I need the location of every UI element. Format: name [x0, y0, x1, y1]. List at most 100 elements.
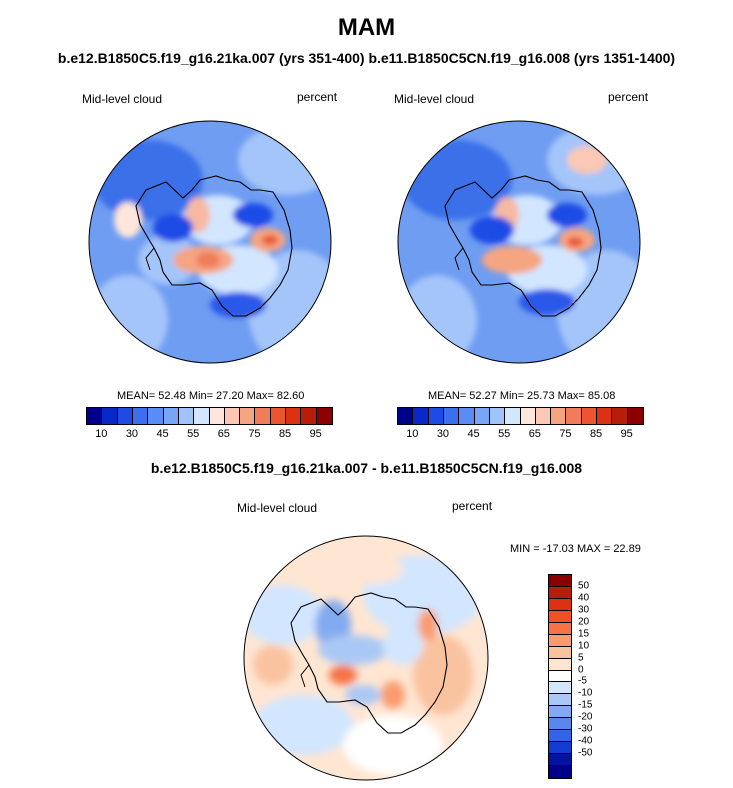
panel-2-colorbar-bin — [474, 408, 490, 424]
panel-1-colorbar-tick-label: 30 — [125, 428, 139, 440]
panel-1-colorbar-tick-label: 55 — [187, 428, 200, 440]
panel-1-colorbar-bin — [316, 408, 332, 424]
panel-1-variable-label: Mid-level cloud — [82, 92, 163, 106]
panel-2-colorbar-tick-label: 85 — [589, 428, 603, 440]
diff-colorbar-tick-label: 20 — [578, 616, 590, 628]
diff-colorbar-tick-label: -30 — [578, 723, 593, 735]
diff-colorbar-tick-label: -50 — [578, 747, 593, 759]
panel-2-units-label: percent — [608, 90, 649, 104]
panel-2-colorbar-bin — [459, 408, 475, 424]
panel-2-colorbar-ticks: 10 30 45 55 65 75 85 95 — [397, 428, 642, 442]
panel-1-colorbar-bin — [194, 408, 210, 424]
panel-2-colorbar-bin — [612, 408, 628, 424]
diff-colorbar-bin — [549, 622, 571, 635]
diff-colorbar-bin — [549, 586, 571, 599]
diff-colorbar-tick-label: 50 — [578, 580, 590, 592]
diff-colorbar-bin — [549, 575, 571, 587]
diff-colorbar-bin — [549, 658, 571, 671]
panel-1-colorbar-bin — [87, 408, 103, 424]
panel-1-colorbar-bin — [270, 408, 287, 424]
panel-1-colorbar-tick-label: 10 — [95, 428, 108, 440]
diff-colorbar-bin — [549, 682, 571, 695]
panel-2-colorbar-bin — [597, 408, 613, 424]
main-title: MAM — [337, 14, 396, 41]
panel-1-colorbar-tick-label: 45 — [156, 428, 169, 440]
diff-colorbar-bin — [549, 610, 571, 623]
diff-colorbar-tick-label: 15 — [578, 628, 590, 640]
panel-2-colorbar-bin — [443, 408, 460, 424]
diff-units-label: percent — [452, 499, 493, 513]
diff-colorbar-bin — [549, 742, 571, 755]
panel-2-colorbar — [397, 407, 644, 425]
panel-1-colorbar-bin — [301, 408, 317, 424]
diff-colorbar-bin — [549, 766, 571, 778]
panel-1-colorbar-bin — [132, 408, 149, 424]
panel-2-stats: MEAN= 52.27 Min= 25.73 Max= 85.08 — [428, 390, 616, 402]
panel-1-colorbar-tick-label: 85 — [278, 428, 292, 440]
panel-2-colorbar-tick-label: 75 — [559, 428, 572, 440]
panel-2-colorbar-bin — [581, 408, 598, 424]
panel-1-colorbar-bin — [255, 408, 271, 424]
panel-2-colorbar-bin — [535, 408, 552, 424]
panel-1-colorbar-tick-label: 95 — [309, 428, 322, 440]
diff-colorbar-tick-label: 10 — [578, 640, 590, 652]
diff-colorbar-bin — [549, 706, 571, 719]
difference-title: b.e12.B1850C5.f19_g16.21ka.007 - b.e11.B… — [150, 460, 583, 476]
diff-colorbar-tick-label: 30 — [578, 604, 590, 616]
diff-colorbar-tick-label: -15 — [578, 699, 593, 711]
diff-colorbar-ticks: 50 40 30 20 15 10 5 0 -5 -10 -15 -20 -30 -40 -50 — [578, 574, 608, 777]
diff-colorbar-tick-label: -20 — [578, 711, 593, 723]
panel-1-colorbar-bin — [209, 408, 225, 424]
panel-2-colorbar-bin — [520, 408, 536, 424]
panel-2-colorbar-tick-label: 65 — [528, 428, 541, 440]
panel-1-colorbar-bin — [286, 408, 302, 424]
panel-1-colorbar-bin — [240, 408, 256, 424]
panel-2-colorbar-bin — [489, 408, 506, 424]
diff-colorbar-bin — [549, 634, 571, 647]
panel-1-stats: MEAN= 52.48 Min= 27.20 Max= 82.60 — [117, 390, 305, 402]
diff-colorbar-tick-label: 0 — [578, 664, 584, 676]
panel-1-polar-map — [88, 120, 332, 364]
diff-colorbar-bin — [549, 598, 571, 611]
diff-colorbar-tick-label: -40 — [578, 735, 593, 747]
panel-1-colorbar-bin — [224, 408, 241, 424]
diff-colorbar — [548, 574, 572, 779]
diff-variable-label: Mid-level cloud — [237, 501, 318, 515]
panel-1-colorbar-bin — [163, 408, 179, 424]
diff-colorbar-tick-label: 40 — [578, 592, 590, 604]
panel-1-colorbar-bin — [102, 408, 118, 424]
panel-1-colorbar-bin — [178, 408, 195, 424]
panel-1-colorbar-bin — [148, 408, 164, 424]
panel-2-colorbar-bin — [551, 408, 567, 424]
panel-2-colorbar-tick-label: 55 — [498, 428, 511, 440]
diff-colorbar-bin — [549, 670, 571, 683]
diff-colorbar-bin — [549, 694, 571, 707]
diff-stats: MIN = -17.03 MAX = 22.89 — [510, 543, 641, 555]
panel-2-variable-label: Mid-level cloud — [394, 92, 475, 106]
panel-2-colorbar-tick-label: 45 — [467, 428, 480, 440]
panel-2-polar-map — [397, 120, 641, 364]
diff-colorbar-bin — [549, 646, 571, 659]
diff-colorbar-tick-label: 5 — [578, 652, 584, 664]
panel-1-units-label: percent — [297, 90, 338, 104]
panel-2-colorbar-tick-label: 95 — [620, 428, 633, 440]
panel-1-colorbar — [86, 407, 333, 425]
panel-2-colorbar-bin — [428, 408, 444, 424]
panel-2-colorbar-bin — [505, 408, 521, 424]
diff-colorbar-tick-label: -10 — [578, 687, 593, 699]
panel-2-colorbar-bin — [398, 408, 414, 424]
panel-2-colorbar-tick-label: 30 — [436, 428, 450, 440]
panel-2-colorbar-bin — [627, 408, 643, 424]
panel-2-colorbar-bin — [566, 408, 582, 424]
panel-1-colorbar-tick-label: 65 — [217, 428, 230, 440]
diff-colorbar-bin — [549, 730, 571, 743]
panel-2-colorbar-bin — [413, 408, 429, 424]
panel-1-colorbar-bin — [117, 408, 133, 424]
subtitle: b.e12.B1850C5.f19_g16.21ka.007 (yrs 351-… — [57, 50, 676, 66]
difference-polar-map — [243, 535, 489, 781]
diff-colorbar-bin — [549, 718, 571, 731]
diff-colorbar-tick-label: -5 — [578, 675, 587, 687]
panel-1-colorbar-tick-label: 75 — [248, 428, 261, 440]
panel-2-colorbar-tick-label: 10 — [406, 428, 419, 440]
panel-1-colorbar-ticks: 10 30 45 55 65 75 85 95 — [86, 428, 331, 442]
